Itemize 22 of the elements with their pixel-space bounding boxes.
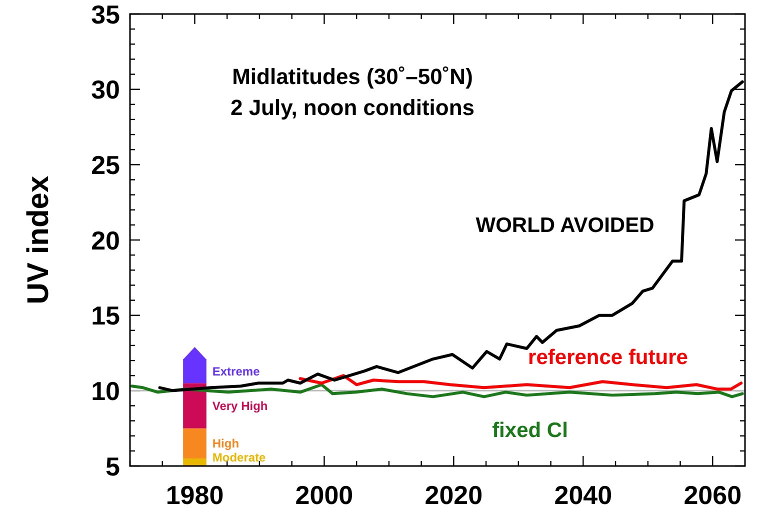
x-tick-label: 2040 bbox=[554, 480, 612, 510]
series-label: High bbox=[212, 436, 240, 451]
series-label: Very High bbox=[212, 399, 268, 414]
series-label: Moderate bbox=[212, 450, 266, 464]
y-tick-label: 25 bbox=[91, 150, 120, 180]
x-tick-label: 2020 bbox=[424, 480, 483, 510]
y-tick-label: 15 bbox=[91, 300, 120, 331]
y-tick-label: 10 bbox=[91, 376, 120, 406]
text: 2 July, noon conditions bbox=[230, 95, 475, 120]
y-axis-title: UV index bbox=[22, 176, 55, 304]
x-tick-label: 2060 bbox=[684, 480, 742, 510]
y-tick-label: 5 bbox=[106, 451, 120, 482]
y-tick-label: 35 bbox=[91, 0, 120, 30]
x-tick-label: 1980 bbox=[166, 480, 224, 510]
series-label: reference future bbox=[528, 346, 688, 369]
series-label: fixed Cl bbox=[492, 419, 568, 442]
text: Midlatitudes (30˚–50˚N) bbox=[232, 64, 473, 89]
y-tick-label: 30 bbox=[91, 74, 120, 105]
series-label: WORLD AVOIDED bbox=[476, 214, 654, 237]
series-label: Extreme bbox=[212, 364, 260, 378]
y-tick-label: 20 bbox=[91, 225, 120, 256]
x-tick-label: 2000 bbox=[295, 480, 354, 510]
